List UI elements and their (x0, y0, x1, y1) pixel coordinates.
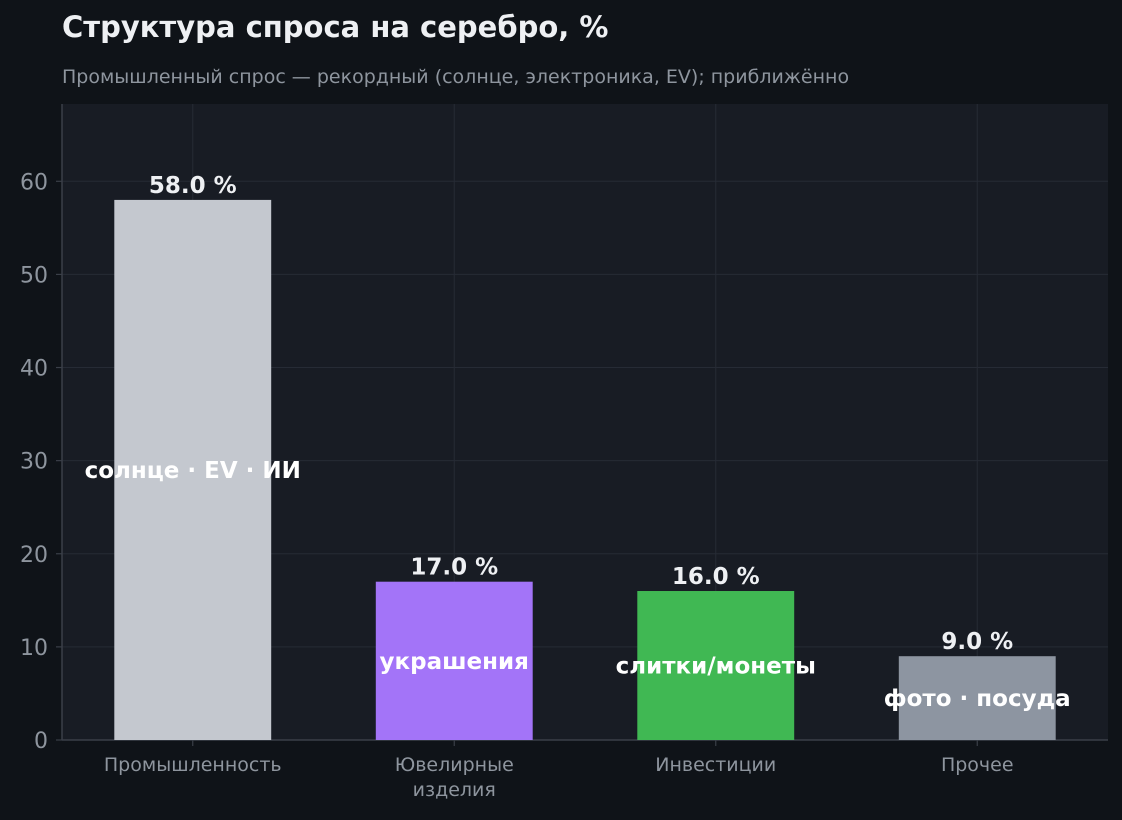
y-tick-label: 30 (20, 450, 48, 475)
bar-value-label: 16.0 % (672, 564, 760, 590)
y-tick-label: 0 (34, 729, 48, 754)
bar-inner-label: слитки/монеты (616, 654, 816, 680)
x-tick-label: Инвестиции (655, 754, 776, 776)
bar-inner-label: солнце · EV · ИИ (85, 458, 301, 484)
bar (114, 199, 272, 740)
y-tick-label: 60 (20, 170, 48, 195)
x-tick-label: Промышленность (104, 754, 282, 776)
bar-inner-label: фото · посуда (884, 686, 1071, 712)
bar-value-label: 58.0 % (149, 173, 237, 199)
chart-subtitle: Промышленный спрос — рекордный (солнце, … (62, 66, 850, 88)
y-tick-label: 40 (20, 357, 48, 382)
y-tick-label: 50 (20, 263, 48, 288)
chart-title: Структура спроса на серебро, % (62, 10, 609, 44)
x-tick-label: Ювелирные изделия (395, 754, 514, 801)
bars (114, 199, 1056, 740)
y-tick-label: 10 (20, 636, 48, 661)
bar (898, 656, 1056, 740)
bar (375, 581, 533, 740)
labels: 58.0 % солнце · EV · ИИ 17.0 % украшения 16.… (85, 173, 1071, 712)
bar-inner-label: украшения (380, 649, 529, 675)
bar (637, 591, 795, 740)
axes: 0 10 20 30 40 50 60 Промышленность Ювелирные изде… (20, 104, 1108, 801)
x-tick-label: Прочее (941, 754, 1014, 776)
bar-value-label: 9.0 % (941, 629, 1013, 655)
bar-value-label: 17.0 % (410, 555, 498, 581)
y-tick-label: 20 (20, 543, 48, 568)
